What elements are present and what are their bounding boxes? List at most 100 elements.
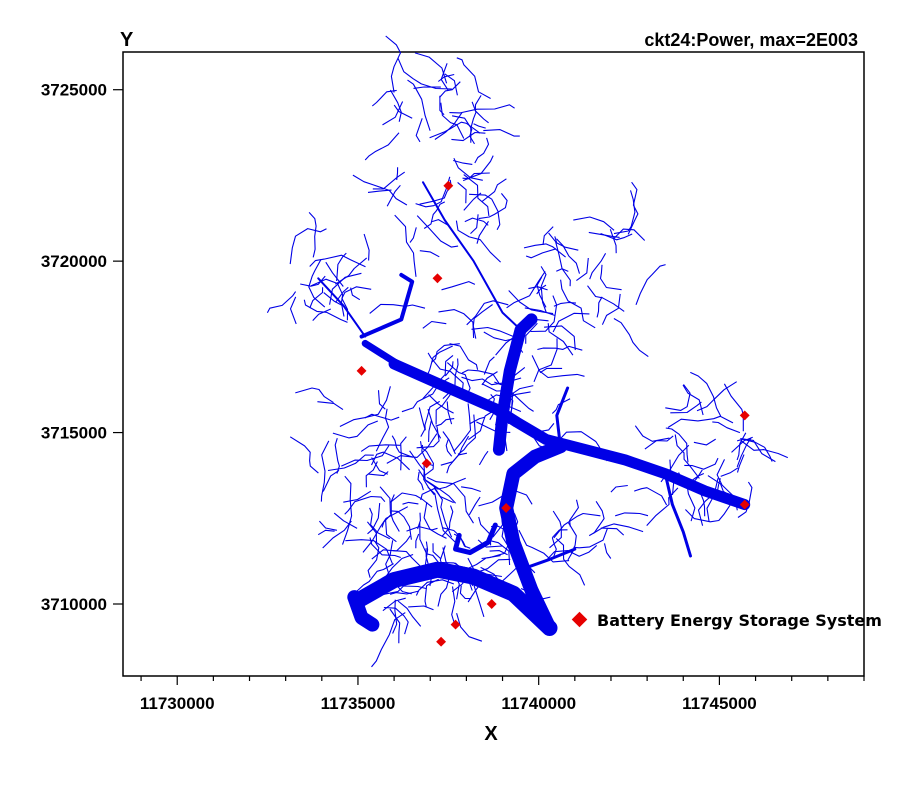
feeder-lateral <box>518 529 570 563</box>
feeder-lateral <box>613 228 646 241</box>
feeder-lateral <box>627 181 639 235</box>
feeder-lateral <box>431 343 460 363</box>
feeder-lateral <box>397 600 422 627</box>
feeder-lateral <box>363 233 370 261</box>
feeder-lateral <box>477 539 503 548</box>
feeder-lateral <box>289 436 319 474</box>
feeder-main <box>361 339 402 368</box>
feeder-lateral <box>416 215 459 248</box>
feeder-lateral <box>413 86 441 89</box>
feeder-lateral <box>446 452 468 474</box>
feeder-lateral <box>352 174 408 206</box>
feeder-lateral <box>473 123 486 129</box>
feeder-lateral <box>483 129 520 137</box>
feeder-lateral <box>531 355 585 379</box>
feeder-lateral <box>720 467 739 477</box>
feeder-lateral <box>318 520 338 531</box>
feeder-lateral <box>525 248 557 259</box>
feeder-lateral <box>419 522 433 556</box>
feeder-lateral <box>554 236 579 251</box>
feeder-lateral <box>444 73 458 96</box>
feeder-lateral <box>325 261 344 287</box>
feeder-lateral <box>400 436 407 471</box>
feeder-lateral <box>415 533 420 549</box>
feeder-lateral <box>417 471 424 491</box>
feeder-lateral <box>341 445 390 467</box>
feeder-lateral <box>441 505 454 537</box>
feeder-lateral <box>289 296 297 325</box>
feeder-lateral <box>409 227 417 243</box>
x-axis: 11730000 11735000 11740000 11745000 <box>140 676 865 713</box>
feeder-lateral <box>478 193 508 220</box>
feeder-main <box>347 590 380 632</box>
feeder-lateral <box>381 585 427 596</box>
feeder-lateral <box>364 132 400 161</box>
feeder-main <box>492 313 538 456</box>
feeder-main <box>388 358 751 511</box>
feeder-lateral <box>490 540 511 566</box>
feeder-lateral <box>587 285 625 312</box>
x-tick-label: 11740000 <box>501 694 576 713</box>
feeder-lateral <box>416 426 440 449</box>
feeder-lateral <box>615 512 649 517</box>
feeder-lateral <box>406 526 438 532</box>
feeder-lateral <box>472 304 493 339</box>
feeder-lateral <box>736 438 773 462</box>
feeder-mains <box>317 181 751 636</box>
feeder-lateral <box>323 292 344 307</box>
bess-marker <box>356 365 367 376</box>
feeder-lateral <box>634 425 670 442</box>
feeder-lateral <box>367 503 381 535</box>
feeder-lateral <box>339 386 391 427</box>
feeder-lateral <box>592 523 644 534</box>
x-tick-label: 11745000 <box>682 694 757 713</box>
feeder-lateral <box>389 608 401 644</box>
feeder-lateral <box>308 212 317 258</box>
feeder-lateral <box>740 440 789 459</box>
y-tick-label: 3720000 <box>41 252 107 271</box>
feeder-lateral <box>423 463 457 504</box>
feeder-lateral <box>476 221 489 244</box>
feeder-lateral <box>599 264 622 291</box>
feeder-lateral <box>525 322 538 344</box>
feeder-lateral <box>474 95 489 124</box>
feeder-lateral <box>317 529 335 536</box>
feeder-lateral <box>300 275 326 287</box>
feeder-lateral <box>440 63 449 91</box>
feeder-lateral <box>469 416 486 425</box>
feeder-lateral <box>478 450 489 466</box>
feeder-lateral <box>424 345 453 380</box>
feeder-lateral <box>441 281 476 291</box>
feeder-lateral <box>696 381 737 412</box>
feeder-lateral <box>350 287 361 301</box>
feeder-lateral <box>420 488 435 501</box>
feeder-lateral <box>317 401 344 411</box>
feeder-lateral <box>308 258 326 308</box>
feeder-lateral <box>690 371 722 417</box>
feeder-lateral <box>674 434 700 479</box>
feeder-lateral <box>451 586 456 627</box>
feeder-lateral <box>481 540 511 560</box>
y-tick-label: 3725000 <box>41 81 107 100</box>
feeder-lateral <box>551 529 568 539</box>
feeder-lateral <box>322 469 340 492</box>
feeder-lateral <box>422 354 454 400</box>
feeder-lateral <box>481 371 498 386</box>
feeder-lateral <box>474 137 490 164</box>
feeder-lateral <box>634 487 668 506</box>
feeder-lateral <box>355 563 394 593</box>
feeder-lateral <box>736 432 747 461</box>
feeder-lateral <box>266 291 297 314</box>
feeder-lateral <box>453 403 472 452</box>
feeder-lateral <box>389 492 433 508</box>
feeder-lateral <box>426 476 474 524</box>
feeder-lateral <box>295 387 334 404</box>
feeder-lateral <box>385 519 397 543</box>
feeder-lateral <box>457 181 467 204</box>
feeder-lateral <box>740 437 776 463</box>
feeder-lateral <box>386 184 401 207</box>
bess-marker <box>443 180 454 191</box>
feeder-lateral <box>537 345 583 351</box>
feeder-lateral <box>369 507 391 540</box>
